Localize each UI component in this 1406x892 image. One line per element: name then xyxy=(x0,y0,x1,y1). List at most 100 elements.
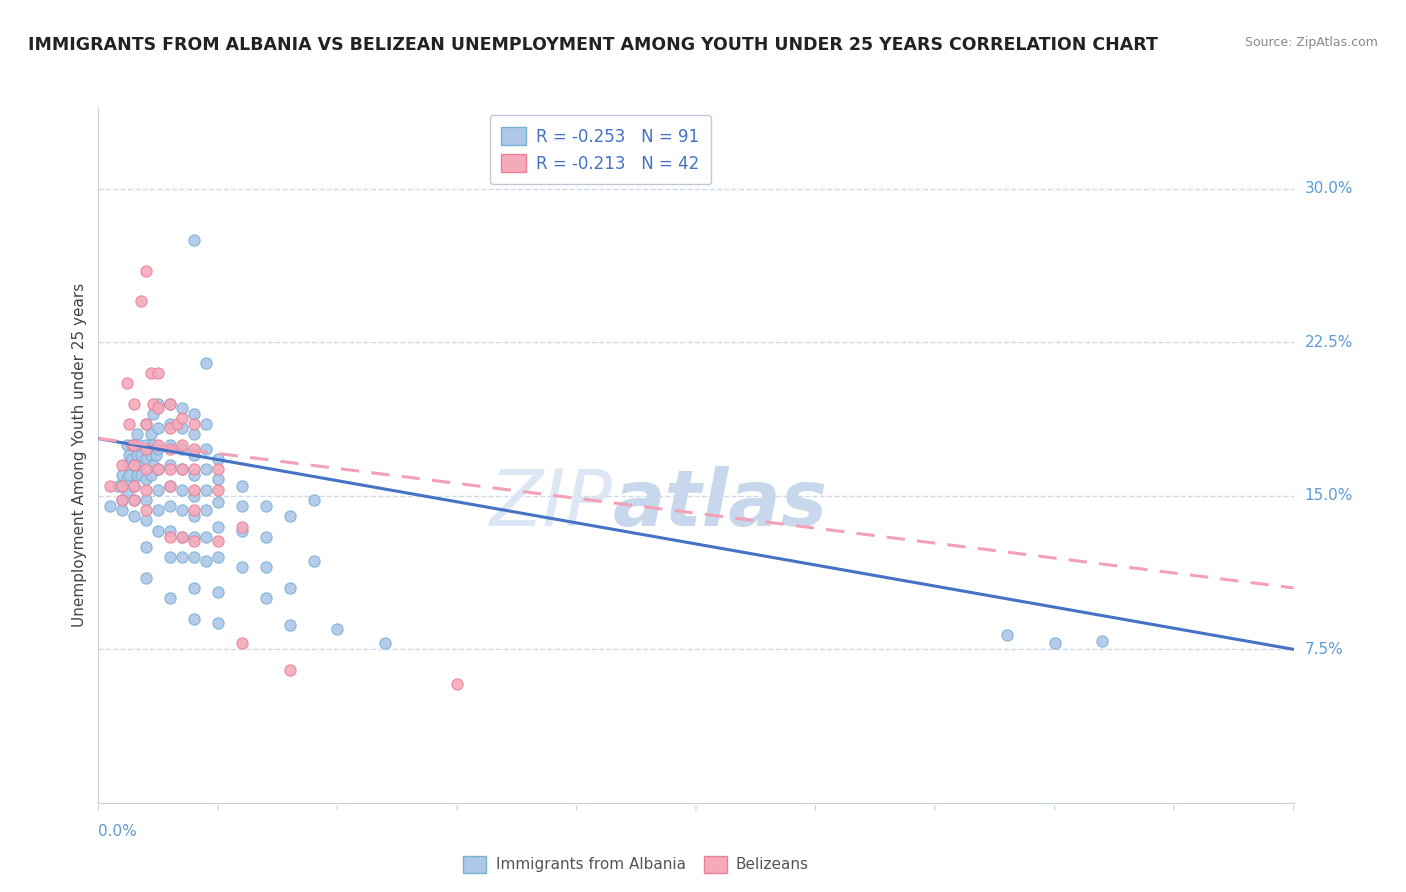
Point xyxy=(125,468,148,483)
Point xyxy=(183,483,205,497)
Point xyxy=(135,442,157,456)
Point xyxy=(166,417,188,432)
Point xyxy=(254,591,277,606)
Point xyxy=(124,458,146,472)
Point xyxy=(231,636,253,650)
Point xyxy=(183,509,205,524)
Point xyxy=(183,407,205,421)
Point xyxy=(135,571,157,585)
Point xyxy=(125,427,148,442)
Text: 30.0%: 30.0% xyxy=(1305,181,1353,196)
Point xyxy=(1043,636,1066,650)
Point xyxy=(139,427,162,442)
Point xyxy=(111,468,134,483)
Point xyxy=(148,366,170,380)
Point xyxy=(124,492,146,507)
Point xyxy=(124,458,146,472)
Point xyxy=(278,663,301,677)
Point xyxy=(172,442,194,456)
Point xyxy=(207,495,229,509)
Point xyxy=(172,411,194,425)
Point xyxy=(148,401,170,415)
Point xyxy=(194,503,218,517)
Text: IMMIGRANTS FROM ALBANIA VS BELIZEAN UNEMPLOYMENT AMONG YOUTH UNDER 25 YEARS CORR: IMMIGRANTS FROM ALBANIA VS BELIZEAN UNEM… xyxy=(28,36,1159,54)
Point xyxy=(194,417,218,432)
Point xyxy=(995,628,1018,642)
Point xyxy=(111,503,134,517)
Point xyxy=(124,492,146,507)
Point xyxy=(183,503,205,517)
Point xyxy=(183,581,205,595)
Point xyxy=(183,417,205,432)
Point xyxy=(231,478,253,492)
Point xyxy=(194,483,218,497)
Point xyxy=(172,401,194,415)
Point xyxy=(124,478,146,492)
Point xyxy=(148,438,170,452)
Point xyxy=(172,483,194,497)
Text: 0.0%: 0.0% xyxy=(98,823,138,838)
Point xyxy=(159,397,181,411)
Point xyxy=(159,524,181,538)
Point xyxy=(139,448,162,462)
Point xyxy=(115,484,138,499)
Point xyxy=(326,622,349,636)
Point xyxy=(124,478,146,492)
Point xyxy=(135,462,157,476)
Point xyxy=(183,427,205,442)
Point xyxy=(124,509,146,524)
Point xyxy=(131,448,153,462)
Point xyxy=(111,478,134,492)
Point xyxy=(207,585,229,599)
Point xyxy=(254,530,277,544)
Point xyxy=(145,448,167,462)
Point xyxy=(135,438,157,452)
Point xyxy=(254,560,277,574)
Point xyxy=(111,492,134,507)
Point xyxy=(207,473,229,487)
Point xyxy=(131,294,153,309)
Point xyxy=(148,442,170,456)
Point xyxy=(194,356,218,370)
Point xyxy=(142,407,165,421)
Point xyxy=(135,264,157,278)
Point xyxy=(111,492,134,507)
Point xyxy=(183,489,205,503)
Point xyxy=(172,530,194,544)
Point xyxy=(159,478,181,492)
Point xyxy=(183,468,205,483)
Point xyxy=(172,438,194,452)
Point xyxy=(231,560,253,574)
Text: 22.5%: 22.5% xyxy=(1305,334,1353,350)
Point xyxy=(115,458,138,472)
Text: 7.5%: 7.5% xyxy=(1305,642,1343,657)
Point xyxy=(302,554,325,568)
Point xyxy=(172,503,194,517)
Point xyxy=(142,397,165,411)
Point xyxy=(111,458,134,472)
Point xyxy=(183,533,205,548)
Point xyxy=(139,468,162,483)
Point xyxy=(159,397,181,411)
Point xyxy=(148,503,170,517)
Point xyxy=(194,530,218,544)
Point xyxy=(254,499,277,513)
Point xyxy=(207,615,229,630)
Point xyxy=(183,530,205,544)
Point xyxy=(125,448,148,462)
Point xyxy=(159,421,181,435)
Point xyxy=(128,438,150,452)
Point xyxy=(159,438,181,452)
Point xyxy=(131,468,153,483)
Point xyxy=(278,509,301,524)
Point xyxy=(135,513,157,527)
Point xyxy=(142,438,165,452)
Point xyxy=(148,462,170,476)
Point xyxy=(139,366,162,380)
Point xyxy=(135,417,157,432)
Point xyxy=(118,448,141,462)
Point xyxy=(121,452,143,467)
Text: atlas: atlas xyxy=(612,466,827,541)
Y-axis label: Unemployment Among Youth under 25 years: Unemployment Among Youth under 25 years xyxy=(72,283,87,627)
Point xyxy=(172,530,194,544)
